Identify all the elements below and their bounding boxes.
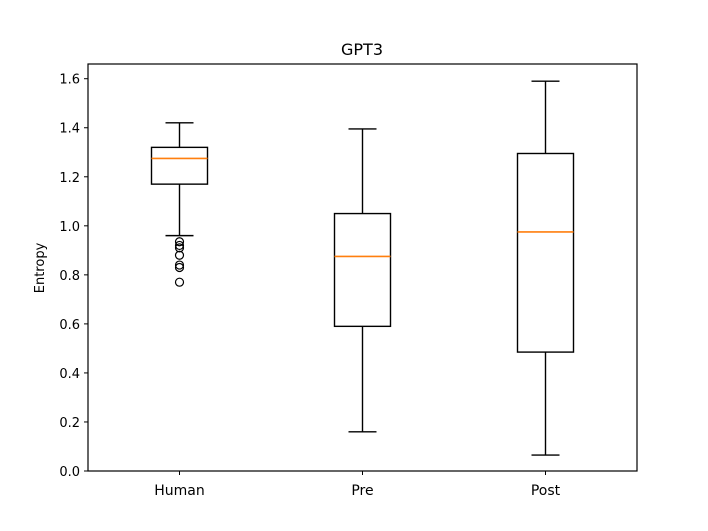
iqr-box (333, 212, 392, 328)
iqr-box (516, 152, 575, 353)
y-tick-label: 1.2 (59, 171, 80, 186)
outlier-point (174, 243, 185, 253)
y-tick-label: 0.6 (59, 318, 80, 333)
outlier-point (174, 277, 185, 287)
box-human (150, 122, 209, 287)
outlier-point (174, 260, 185, 270)
y-tick-label: 1.6 (59, 73, 80, 88)
y-tick-label: 1.4 (59, 122, 80, 137)
x-tick-label: Pre (351, 483, 373, 499)
outlier-point (174, 262, 185, 273)
y-tick-label: 0.0 (59, 465, 80, 480)
box-pre (333, 128, 392, 433)
y-axis-label: Entropy (33, 242, 48, 293)
y-tick-label: 0.8 (59, 269, 80, 284)
iqr-box (150, 146, 209, 185)
chart-title: GPT3 (341, 40, 383, 59)
x-tick-label: Post (531, 483, 561, 499)
outlier-point (174, 240, 185, 251)
y-tick-label: 0.2 (59, 416, 80, 431)
y-tick-label: 0.4 (59, 367, 80, 382)
outlier-point (174, 250, 185, 260)
plot-area: 0.0 0.2 0.4 0.6 0.8 1.0 1.2 1.4 1.6 Human Pre Post (59, 63, 638, 499)
y-tick-label: 1.0 (59, 220, 80, 235)
x-tick-label: Human (154, 483, 205, 499)
axes-frame (87, 63, 638, 472)
outlier-point (174, 237, 185, 247)
box-post (516, 80, 575, 456)
